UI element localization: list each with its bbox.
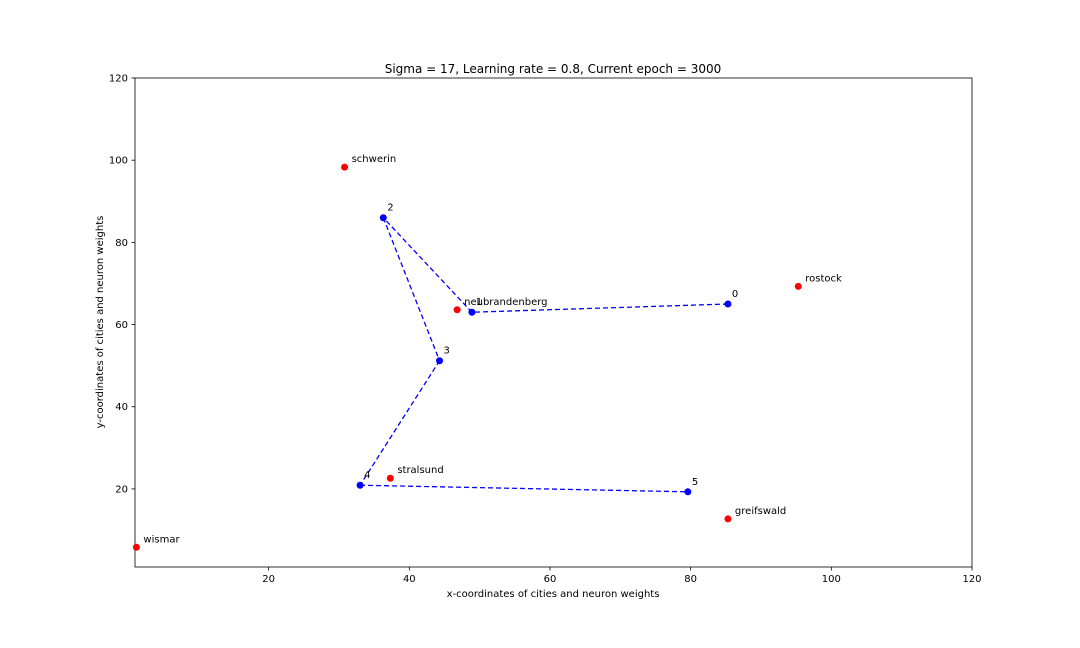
y-tick-label: 80: [115, 238, 128, 249]
city-point: [132, 543, 140, 551]
city-label: stralsund: [397, 465, 443, 476]
plot-area: 20 40 60 80 100 12020406080100120schwerinrost…: [109, 74, 982, 586]
neuron-path-segment: [382, 217, 441, 361]
neuron-label: 2: [387, 203, 393, 214]
y-axis-label: y-coordinates of cities and neuron weigh…: [95, 216, 106, 429]
city-label: rostock: [805, 273, 842, 284]
y-tick-label: 120: [109, 74, 128, 85]
city-label: neubrandenberg: [464, 297, 547, 308]
neuron-point: [379, 214, 387, 222]
neuron-point: [684, 488, 692, 496]
x-tick-label: 120: [962, 574, 981, 585]
neuron-point: [724, 300, 732, 308]
y-tick-label: 40: [115, 402, 128, 413]
x-axis-label: x-coordinates of cities and neuron weigh…: [447, 589, 660, 600]
chart-title: Sigma = 17, Learning rate = 0.8, Current…: [385, 62, 722, 76]
neuron-label: 4: [364, 470, 370, 481]
axes-frame: [134, 77, 973, 568]
neuron-point: [436, 357, 444, 365]
y-tick-label: 60: [115, 320, 128, 331]
city-label: wismar: [143, 534, 180, 545]
city-label: schwerin: [352, 154, 397, 165]
x-tick-label: 60: [544, 574, 557, 585]
city-label: greifswald: [735, 506, 786, 517]
neuron-path-segment: [360, 484, 688, 493]
neuron-label: 3: [444, 346, 450, 357]
y-tick-label: 100: [109, 156, 128, 167]
neuron-path-segment: [471, 303, 728, 313]
neuron-label: 0: [732, 289, 738, 300]
city-point: [386, 474, 394, 482]
neuron-point: [356, 481, 364, 489]
x-tick-label: 20: [262, 574, 275, 585]
neuron-point: [468, 308, 476, 316]
x-tick-label: 100: [822, 574, 841, 585]
neuron-path-segment: [382, 217, 473, 313]
city-point: [724, 515, 732, 523]
neuron-path-segment: [359, 360, 441, 486]
city-point: [453, 306, 461, 314]
y-tick-label: 20: [115, 484, 128, 495]
x-tick-label: 80: [684, 574, 697, 585]
x-tick-label: 40: [403, 574, 416, 585]
neuron-label: 5: [692, 477, 698, 488]
city-point: [341, 163, 349, 171]
city-point: [794, 282, 802, 290]
neuron-label: 1: [476, 297, 482, 308]
